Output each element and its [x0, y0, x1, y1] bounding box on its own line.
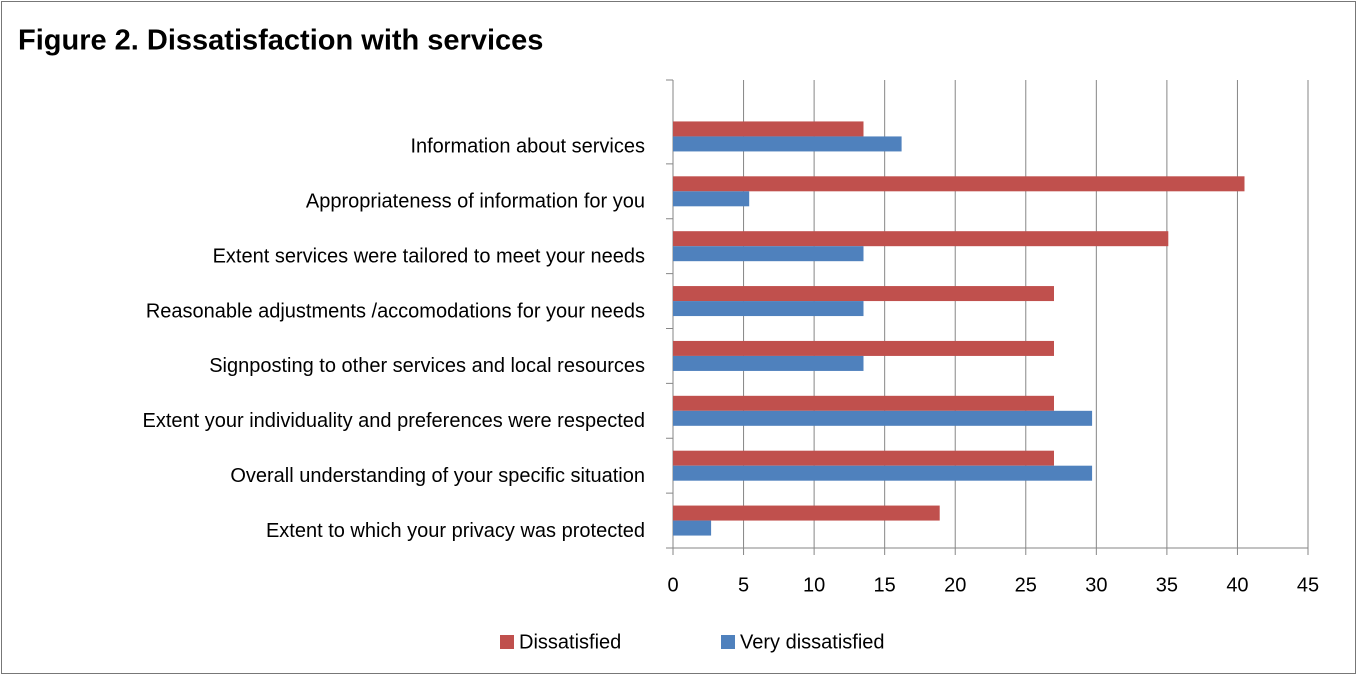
- legend-label: Dissatisfied: [519, 631, 621, 653]
- y-tick-label: Extent your individuality and preference…: [143, 410, 646, 432]
- bar: [673, 410, 1093, 426]
- y-tick-label: Extent to which your privacy was protect…: [266, 520, 645, 542]
- legend-swatch: [500, 635, 514, 649]
- x-tick-label: 25: [1015, 574, 1037, 596]
- bar: [673, 136, 902, 152]
- legend-label: Very dissatisfied: [740, 631, 885, 653]
- bar: [673, 176, 1245, 192]
- x-tick-label: 35: [1156, 574, 1178, 596]
- y-tick-label: Extent services were tailored to meet yo…: [213, 245, 645, 267]
- y-tick-label: Appropriateness of information for you: [306, 191, 645, 213]
- x-tick-label: 45: [1297, 574, 1319, 596]
- bar: [673, 191, 750, 207]
- x-tick-label: 30: [1085, 574, 1107, 596]
- bar: [673, 340, 1054, 356]
- chart-title: Figure 2. Dissatisfaction with services: [18, 25, 543, 57]
- x-tick-label: 15: [874, 574, 896, 596]
- bar: [673, 231, 1169, 247]
- y-tick-label: Reasonable adjustments /accomodations fo…: [146, 300, 645, 322]
- x-tick-label: 5: [738, 574, 749, 596]
- bar: [673, 121, 864, 137]
- bar: [673, 450, 1054, 466]
- y-tick-label: Signposting to other services and local …: [209, 355, 645, 377]
- bar: [673, 465, 1093, 481]
- bar: [673, 520, 712, 536]
- bar: [673, 301, 864, 317]
- bar: [673, 355, 864, 371]
- bar: [673, 246, 864, 262]
- legend-swatch: [721, 635, 735, 649]
- x-tick-label: 40: [1226, 574, 1248, 596]
- x-tick-label: 0: [667, 574, 678, 596]
- bar: [673, 505, 940, 521]
- x-tick-label: 20: [944, 574, 966, 596]
- bar: [673, 286, 1054, 302]
- y-tick-label: Overall understanding of your specific s…: [230, 465, 645, 487]
- y-tick-label: Information about services: [410, 136, 645, 158]
- bar: [673, 395, 1054, 411]
- x-tick-label: 10: [803, 574, 825, 596]
